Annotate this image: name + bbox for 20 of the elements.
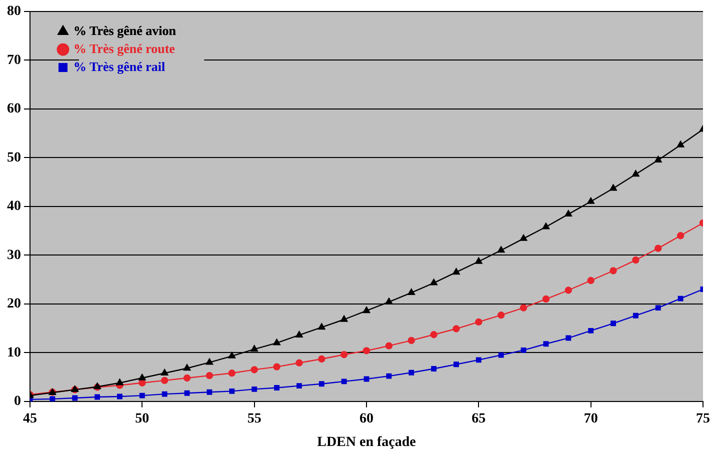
y-tick-label: 10 <box>7 345 21 360</box>
legend-label: % Très gêné rail <box>74 58 166 74</box>
y-tick-label: 50 <box>7 150 21 166</box>
y-tick-label: 20 <box>7 296 21 312</box>
y-tick-label: 0 <box>14 394 21 410</box>
legend-label: % Très gêné avion <box>74 22 177 38</box>
x-tick-label: 65 <box>472 411 486 426</box>
x-tick-label: 45 <box>23 411 37 426</box>
y-tick-label: 40 <box>7 199 21 214</box>
y-tick-label: 30 <box>7 248 21 263</box>
x-tick-label: 55 <box>247 411 262 426</box>
y-tick-label: 70 <box>7 52 21 68</box>
x-tick-label: 70 <box>584 411 598 426</box>
y-tick-label: 80 <box>7 4 21 20</box>
x-tick-label: 75 <box>696 411 710 426</box>
x-tick-label: 50 <box>135 411 150 426</box>
y-tick-label: 60 <box>7 102 21 117</box>
legend-label: % Très gêné route <box>74 40 176 56</box>
x-tick-label: 60 <box>360 411 374 426</box>
x-axis-title: LDEN en façade <box>317 435 416 450</box>
